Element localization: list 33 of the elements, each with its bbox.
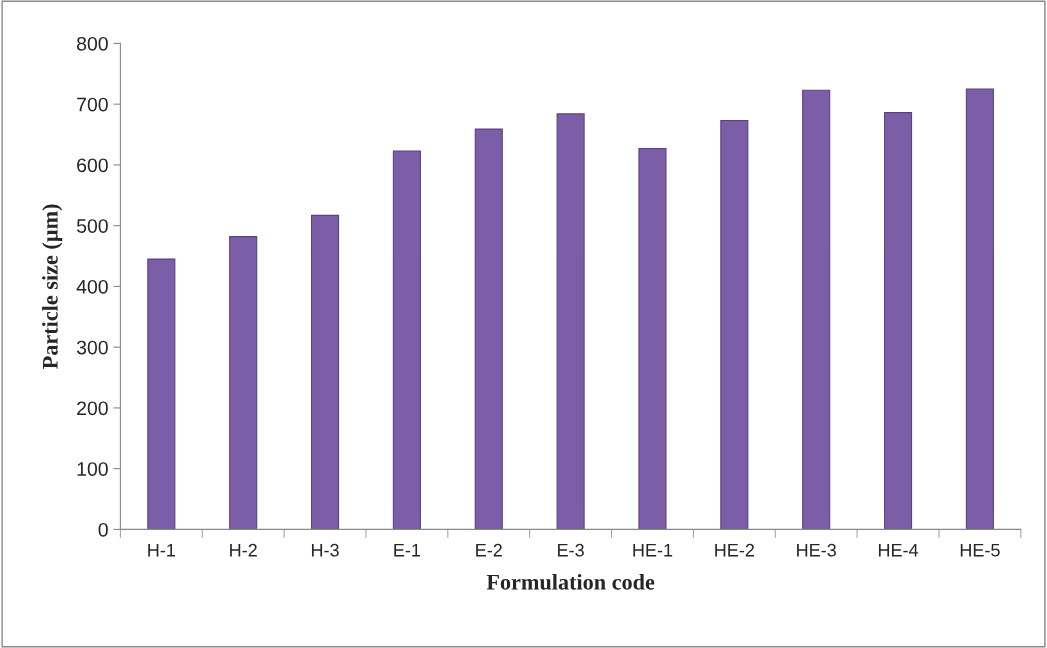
bar	[392, 150, 421, 530]
x-tick-label: H-2	[230, 543, 257, 557]
y-tick-label: 800	[77, 36, 108, 51]
x-tick-label: HE-2	[715, 543, 754, 557]
y-tick-label: 0	[98, 522, 108, 537]
bar	[556, 113, 585, 530]
bar	[310, 214, 340, 530]
x-tick-label: E-1	[394, 543, 421, 557]
x-tick-label: E-2	[476, 543, 502, 557]
x-tick-label: HE-4	[878, 543, 919, 557]
bar	[802, 89, 831, 530]
y-tick-label: 600	[77, 158, 108, 173]
x-tick-label: H-3	[311, 543, 339, 557]
x-tick-label: H-1	[148, 543, 175, 557]
x-tick-label: HE-1	[633, 543, 673, 557]
x-tick-label: HE-5	[960, 543, 1000, 557]
bar	[638, 147, 667, 530]
y-tick-label: 300	[76, 340, 108, 355]
y-tick-label: 200	[77, 401, 108, 416]
y-tick-label: 400	[76, 279, 108, 294]
bar	[229, 236, 258, 530]
bar	[720, 120, 749, 530]
y-tick-label: 500	[76, 219, 108, 233]
bar	[965, 88, 994, 530]
bar	[474, 128, 503, 530]
x-tick-label: HE-3	[797, 543, 836, 557]
bar	[147, 258, 176, 530]
x-axis-title: Formulation code	[486, 574, 655, 590]
bar	[883, 112, 913, 530]
y-tick-label: 100	[77, 462, 108, 476]
y-axis-title: Particle size (µm)	[42, 204, 63, 369]
x-tick-label: E-3	[558, 543, 584, 557]
y-tick-label: 700	[77, 97, 108, 112]
